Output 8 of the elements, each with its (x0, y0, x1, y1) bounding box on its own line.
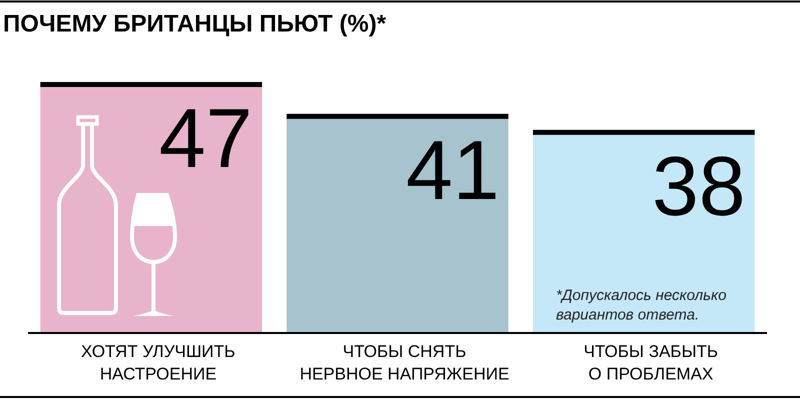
data-label: 38 (652, 139, 746, 233)
annotation: *Допускалось несколько вариантов ответа. (556, 287, 726, 324)
data-label: 41 (406, 123, 500, 217)
x-tick-label: ЧТОБЫ СНЯТЬ НЕРВНОЕ НАПРЯЖЕНИЕ (300, 342, 510, 384)
data-label: 47 (159, 91, 252, 185)
x-tick-label: ХОТЯТ УЛУЧШИТЬ НАСТРОЕНИЕ (81, 342, 236, 384)
chart-title: ПОЧЕМУ БРИТАНЦЫ ПЬЮТ (%)* (3, 10, 387, 38)
x-tick-label: ЧТОБЫ ЗАБЫТЬ О ПРОБЛЕМАХ (584, 342, 718, 384)
